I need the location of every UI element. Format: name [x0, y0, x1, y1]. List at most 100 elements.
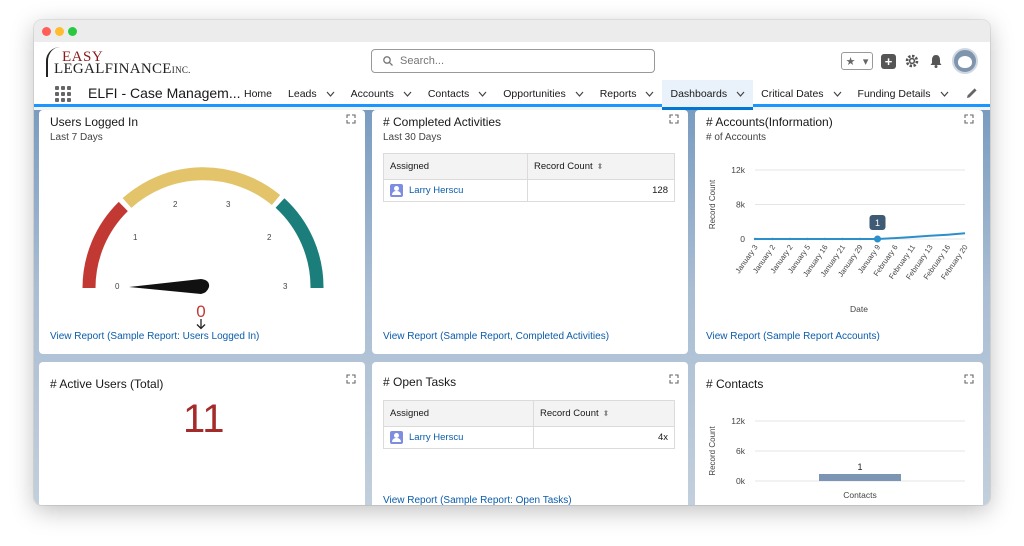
- chevron-down-icon[interactable]: [478, 91, 487, 97]
- gauge-tick-label: 0: [115, 282, 120, 291]
- assigned-cell: Larry Herscu: [383, 179, 528, 202]
- chevron-down-icon[interactable]: [940, 91, 949, 97]
- x-tick-label: Contacts: [843, 490, 877, 500]
- expand-icon[interactable]: [669, 114, 679, 124]
- table-row: Larry Herscu 128: [383, 179, 675, 202]
- chevron-down-icon[interactable]: [736, 91, 745, 97]
- user-link[interactable]: Larry Herscu: [409, 185, 464, 196]
- chevron-down-icon[interactable]: [403, 91, 412, 97]
- tab-accounts[interactable]: Accounts: [343, 80, 420, 107]
- view-report-link[interactable]: View Report (Sample Report: Users Logged…: [50, 331, 260, 342]
- maximize-window-button[interactable]: [68, 27, 77, 36]
- card-subtitle: Last 7 Days: [50, 132, 103, 143]
- tab-reports[interactable]: Reports: [592, 80, 663, 107]
- gear-icon[interactable]: [904, 53, 920, 69]
- browser-window: EASY LEGALFINANCEINC. ★▾ + ELFI - Case M…: [34, 20, 990, 505]
- logo-line-2: LEGALFINANCEINC.: [54, 61, 191, 77]
- data-point: [788, 237, 792, 241]
- view-report-link[interactable]: View Report (Sample Report Accounts): [706, 331, 880, 342]
- y-tick-label: 0k: [736, 476, 746, 486]
- chevron-down-icon[interactable]: [326, 91, 335, 97]
- global-actions-button[interactable]: +: [881, 53, 896, 69]
- search-icon: [383, 56, 393, 66]
- gauge-chart: 0 1 2 3 2 3 0: [82, 167, 324, 318]
- close-window-button[interactable]: [42, 27, 51, 36]
- x-axis-label: Date: [850, 304, 868, 314]
- dashboard-area: Users Logged In Last 7 Days 0 1 2 3 2 3 …: [34, 110, 990, 505]
- y-tick-label: 6k: [736, 446, 746, 456]
- tab-leads[interactable]: Leads: [280, 80, 343, 107]
- open-tasks-table: Assigned Record Count ⬍ Larry Herscu 4x: [383, 400, 675, 449]
- tab-home[interactable]: Home: [244, 87, 273, 100]
- contacts-bar-chart: 12k 6k 0k Record Count 1 Contacts: [708, 416, 965, 500]
- tab-dashboards[interactable]: Dashboards: [662, 80, 754, 110]
- gauge-tick-label: 1: [133, 233, 138, 242]
- user-avatar[interactable]: [952, 48, 978, 74]
- chevron-down-icon[interactable]: [645, 91, 654, 97]
- tab-critical-dates[interactable]: Critical Dates: [753, 80, 849, 107]
- title-bar: [34, 20, 990, 42]
- app-name: ELFI - Case Managem...: [88, 85, 241, 101]
- gauge-tick-label: 3: [226, 200, 231, 209]
- favorites-button[interactable]: ★ ▾: [841, 52, 873, 70]
- global-search[interactable]: [371, 49, 655, 73]
- card-title: Users Logged In: [50, 115, 139, 129]
- data-point: [753, 237, 757, 241]
- y-axis-label: Record Count: [708, 426, 717, 476]
- y-tick-label: 8k: [736, 200, 746, 210]
- view-report-link[interactable]: View Report (Sample Report, Completed Ac…: [383, 331, 610, 342]
- logo-line-1: EASY: [62, 49, 104, 65]
- point-tooltip-label: 1: [875, 218, 880, 228]
- gauge-tick-label: 2: [173, 200, 178, 209]
- app-launcher-icon[interactable]: [55, 86, 71, 102]
- card-active-users: # Active Users (Total) 11: [39, 362, 365, 505]
- bell-icon[interactable]: [928, 53, 944, 69]
- tab-funding-details[interactable]: Funding Details: [850, 80, 957, 107]
- view-report-link[interactable]: View Report (Sample Report: Open Tasks): [383, 495, 572, 505]
- user-link[interactable]: Larry Herscu: [409, 432, 464, 443]
- data-point: [806, 237, 809, 241]
- sort-icon[interactable]: ⬍: [596, 162, 604, 171]
- search-input[interactable]: [400, 53, 640, 69]
- minimize-window-button[interactable]: [55, 27, 64, 36]
- data-point: [823, 237, 827, 241]
- gauge-tick-label: 3: [283, 282, 288, 291]
- edit-nav-icon[interactable]: [966, 87, 978, 99]
- sort-icon[interactable]: ⬍: [602, 409, 610, 418]
- expand-icon[interactable]: [346, 374, 356, 384]
- data-point: [771, 237, 774, 241]
- gauge-value: 0: [196, 302, 205, 318]
- column-header-record-count[interactable]: Record Count ⬍: [527, 153, 675, 180]
- chevron-down-icon[interactable]: [575, 91, 584, 97]
- chevron-down-icon[interactable]: [833, 91, 842, 97]
- card-title: # Active Users (Total): [50, 377, 164, 391]
- header-actions: ★ ▾ +: [841, 47, 978, 75]
- company-logo[interactable]: EASY LEGALFINANCEINC.: [44, 47, 194, 77]
- card-users-logged-in: Users Logged In Last 7 Days 0 1 2 3 2 3 …: [39, 110, 365, 354]
- record-count-cell: 128: [527, 179, 675, 202]
- user-icon: [390, 431, 403, 444]
- completed-activities-table: Assigned Record Count ⬍ Larry Herscu 128: [383, 153, 675, 202]
- bar-data-label: 1: [857, 462, 862, 472]
- card-subtitle: Last 30 Days: [383, 132, 442, 143]
- nav-items: Home Leads Accounts Contacts Opportuniti…: [236, 80, 957, 110]
- card-title: # Contacts: [706, 377, 764, 391]
- column-header-assigned[interactable]: Assigned: [383, 153, 528, 180]
- gauge-tick-label: 2: [267, 233, 272, 242]
- y-tick-label: 12k: [731, 165, 745, 175]
- tab-opportunities[interactable]: Opportunities: [495, 80, 591, 107]
- gauge-band-red: [82, 201, 128, 289]
- expand-icon[interactable]: [346, 114, 356, 124]
- app-navigation: ELFI - Case Managem... Home Leads Accoun…: [34, 80, 990, 110]
- column-header-record-count[interactable]: Record Count ⬍: [533, 400, 675, 427]
- expand-icon[interactable]: [964, 114, 974, 124]
- expand-icon[interactable]: [964, 374, 974, 384]
- table-row: Larry Herscu 4x: [383, 426, 675, 449]
- y-axis-label: Record Count: [708, 179, 717, 229]
- tab-contacts[interactable]: Contacts: [420, 80, 495, 107]
- expand-icon[interactable]: [669, 374, 679, 384]
- column-header-assigned[interactable]: Assigned: [383, 400, 534, 427]
- metric-value: 11: [183, 397, 225, 441]
- gauge-needle: [129, 279, 210, 294]
